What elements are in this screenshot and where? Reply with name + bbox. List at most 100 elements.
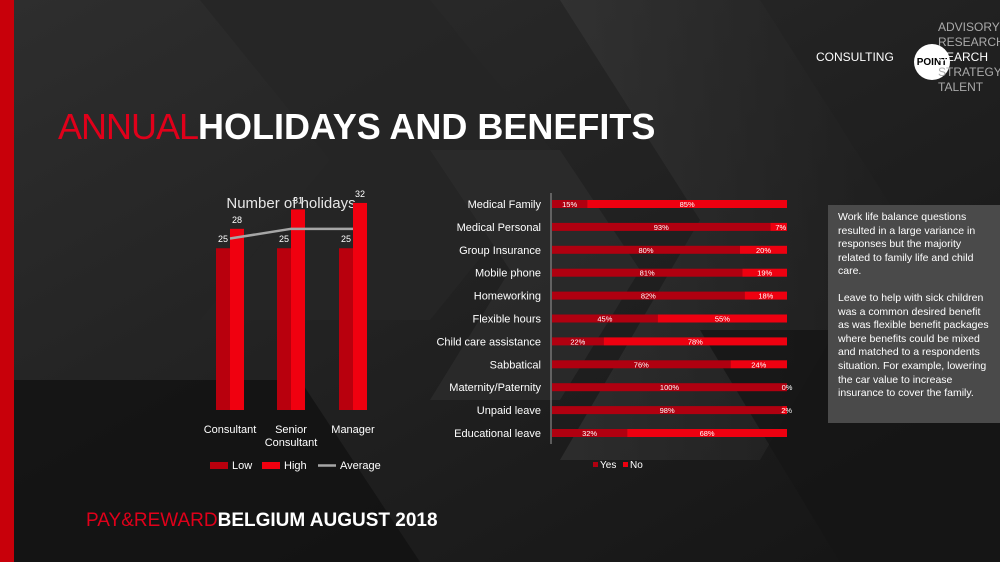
data-label-yes: 98% xyxy=(660,406,675,415)
data-label-no: 55% xyxy=(715,315,730,324)
bar-no xyxy=(782,406,787,415)
data-label-low: 25 xyxy=(341,234,351,244)
category-label: Flexible hours xyxy=(473,314,542,326)
bar-no xyxy=(730,360,787,369)
category-label: Educational leave xyxy=(454,428,541,440)
footer: PAY&REWARDBELGIUM AUGUST 2018 xyxy=(86,510,438,532)
category-label: Senior xyxy=(275,424,307,436)
data-label-no: 2% xyxy=(781,406,792,415)
footer-part2: BELGIUM AUGUST 2018 xyxy=(217,510,438,531)
bar-high xyxy=(353,202,367,410)
bar-no xyxy=(744,291,787,300)
bar-no xyxy=(587,200,787,208)
bar-yes xyxy=(552,383,787,392)
category-label: Maternity/Paternity xyxy=(449,382,541,394)
data-label-yes: 76% xyxy=(634,360,649,369)
bar-low xyxy=(216,248,230,410)
category-label: Manager xyxy=(331,424,375,436)
data-label-no: 19% xyxy=(757,269,772,278)
data-label-yes: 32% xyxy=(582,429,597,438)
legend-swatch-no xyxy=(623,462,628,467)
legend-label: High xyxy=(284,460,307,472)
data-label-no: 68% xyxy=(700,429,715,438)
bar-yes xyxy=(552,360,731,369)
bar-no xyxy=(603,337,787,346)
legend-swatch-high xyxy=(262,462,280,469)
page-title: ANNUALHOLIDAYS AND BENEFITS xyxy=(58,106,655,148)
bar-yes xyxy=(552,406,783,415)
data-label-no: 78% xyxy=(688,337,703,346)
bar-high xyxy=(230,228,244,410)
data-label-high: 28 xyxy=(232,215,242,225)
bar-no xyxy=(770,222,787,231)
bar-yes xyxy=(552,429,628,437)
bar-no xyxy=(627,429,787,437)
category-label: Medical Personal xyxy=(457,222,541,234)
brand-service: STRATEGY xyxy=(938,65,1000,79)
brand-service: TALENT xyxy=(938,80,984,94)
data-label-no: 0% xyxy=(782,383,793,392)
bar-yes xyxy=(552,314,658,323)
notes-paragraph-1: Work life balance questions resulted in … xyxy=(838,211,976,278)
data-label-no: 24% xyxy=(751,360,766,369)
category-label: Homeworking xyxy=(474,291,541,303)
brand-service: SEARCH xyxy=(938,50,989,64)
data-label-no: 85% xyxy=(680,200,695,209)
title-part2: HOLIDAYS AND BENEFITS xyxy=(198,106,656,147)
notes-box: Work life balance questions resulted in … xyxy=(828,205,1000,423)
average-line xyxy=(229,227,353,240)
bar-yes xyxy=(552,268,743,277)
left-accent-bar xyxy=(0,0,14,562)
legend-swatch-yes xyxy=(593,462,598,467)
data-label-yes: 93% xyxy=(654,223,669,232)
data-label-low: 25 xyxy=(279,234,289,244)
category-label: Child care assistance xyxy=(436,336,541,348)
chart-title: Number of holidays xyxy=(226,195,355,212)
data-label-yes: 100% xyxy=(660,383,680,392)
bar-low xyxy=(277,248,291,410)
brand-consulting: CONSULTING xyxy=(816,50,894,64)
bar-yes xyxy=(552,222,771,231)
data-label-yes: 15% xyxy=(562,200,577,209)
data-label-no: 18% xyxy=(758,292,773,301)
legend-label: Yes xyxy=(600,460,616,471)
category-label: Medical Family xyxy=(468,199,542,211)
data-label-high: 32 xyxy=(355,189,365,199)
notes-paragraph-2: Leave to help with sick children was a c… xyxy=(838,291,989,400)
bar-yes xyxy=(552,291,745,300)
category-label: Unpaid leave xyxy=(477,405,541,417)
data-label-low: 25 xyxy=(218,234,228,244)
data-label-yes: 45% xyxy=(597,315,612,324)
category-label: Sabbatical xyxy=(490,359,541,371)
legend-label: No xyxy=(630,460,643,471)
data-label-no: 20% xyxy=(756,246,771,255)
bar-no xyxy=(657,314,787,323)
bar-yes xyxy=(552,245,740,254)
data-label-no: 7% xyxy=(775,223,786,232)
bar-low xyxy=(339,248,353,410)
bar-high xyxy=(291,209,305,410)
category-label: Consultant xyxy=(204,424,257,436)
footer-part1: PAY&REWARD xyxy=(86,510,218,531)
bar-no xyxy=(742,268,787,277)
category-label: Group Insurance xyxy=(459,245,541,257)
bar-no xyxy=(740,245,787,254)
brand-service: RESEARCH xyxy=(938,35,1000,49)
brand-services: ADVISORY RESEARCH SEARCH STRATEGY TALENT xyxy=(938,20,1000,95)
bar-yes xyxy=(552,337,604,346)
data-label-yes: 81% xyxy=(640,269,655,278)
legend-label: Average xyxy=(340,460,381,472)
bar-yes xyxy=(552,200,588,208)
legend-swatch-low xyxy=(210,462,228,469)
legend-label: Low xyxy=(232,460,252,472)
data-label-yes: 22% xyxy=(570,337,585,346)
category-label: Mobile phone xyxy=(475,268,541,280)
data-label-high: 31 xyxy=(293,195,303,205)
brand-service: ADVISORY xyxy=(938,20,1000,34)
title-part1: ANNUAL xyxy=(58,106,199,147)
category-label: Consultant xyxy=(265,437,318,449)
data-label-yes: 80% xyxy=(638,246,653,255)
brand-point-circle: POINT xyxy=(914,44,950,80)
